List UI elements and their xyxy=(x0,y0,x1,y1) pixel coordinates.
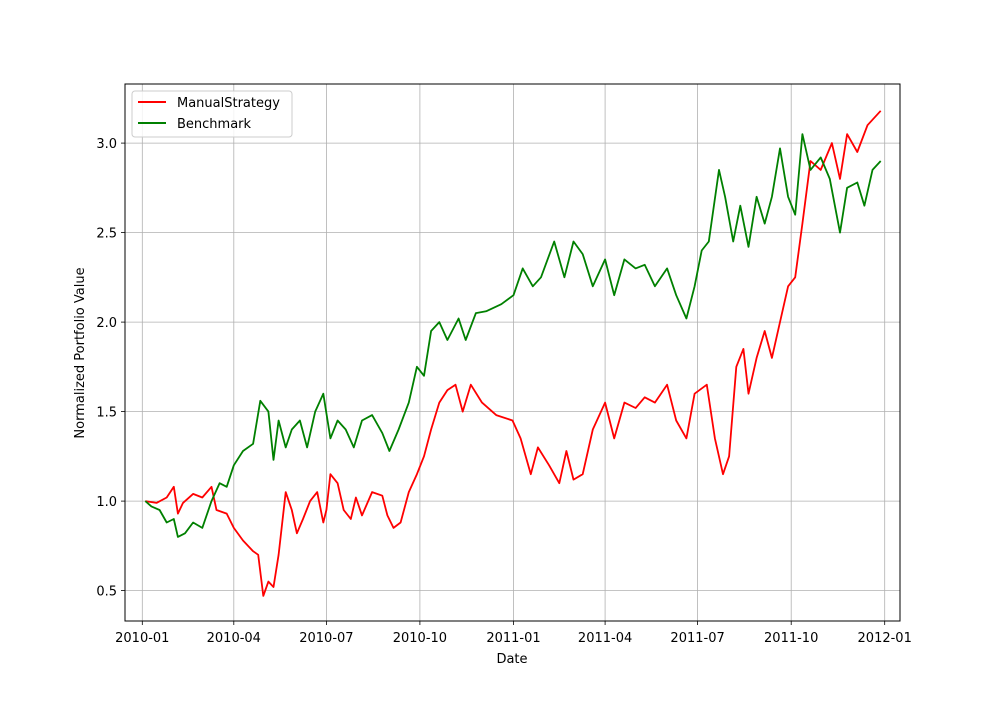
y-tick-label: 1.5 xyxy=(96,406,117,421)
x-tick-label: 2011-10 xyxy=(764,631,818,646)
y-tick-label: 2.5 xyxy=(96,227,117,242)
x-tick-label: 2010-10 xyxy=(393,631,447,646)
x-tick-label: 2011-07 xyxy=(670,631,724,646)
grid-lines xyxy=(125,84,900,621)
x-tick-label: 2010-04 xyxy=(207,631,261,646)
legend-label-manualstrategy: ManualStrategy xyxy=(177,96,280,111)
series-line-benchmark xyxy=(144,133,882,538)
legend: ManualStrategy Benchmark xyxy=(131,90,293,138)
legend-label-benchmark: Benchmark xyxy=(177,117,252,132)
series-lines xyxy=(144,110,882,597)
x-tick-label: 2011-04 xyxy=(578,631,632,646)
y-tick-label: 1.0 xyxy=(96,495,117,510)
x-tick-label: 2010-07 xyxy=(299,631,353,646)
axis-ticks: 2010-01 2010-04 2010-07 2010-10 2011-01 2011-… xyxy=(96,137,912,646)
x-tick-label: 2011-01 xyxy=(486,631,540,646)
x-tick-label: 2012-01 xyxy=(858,631,912,646)
y-axis-label: Normalized Portfolio Value xyxy=(73,267,88,438)
y-tick-label: 2.0 xyxy=(96,316,117,331)
y-tick-label: 0.5 xyxy=(96,585,117,600)
y-tick-label: 3.0 xyxy=(96,137,117,152)
x-axis-label: Date xyxy=(496,652,527,667)
plot-frame xyxy=(124,83,901,622)
x-tick-label: 2010-01 xyxy=(115,631,169,646)
legend-box xyxy=(131,90,293,138)
series-line-manualstrategy xyxy=(145,110,882,597)
